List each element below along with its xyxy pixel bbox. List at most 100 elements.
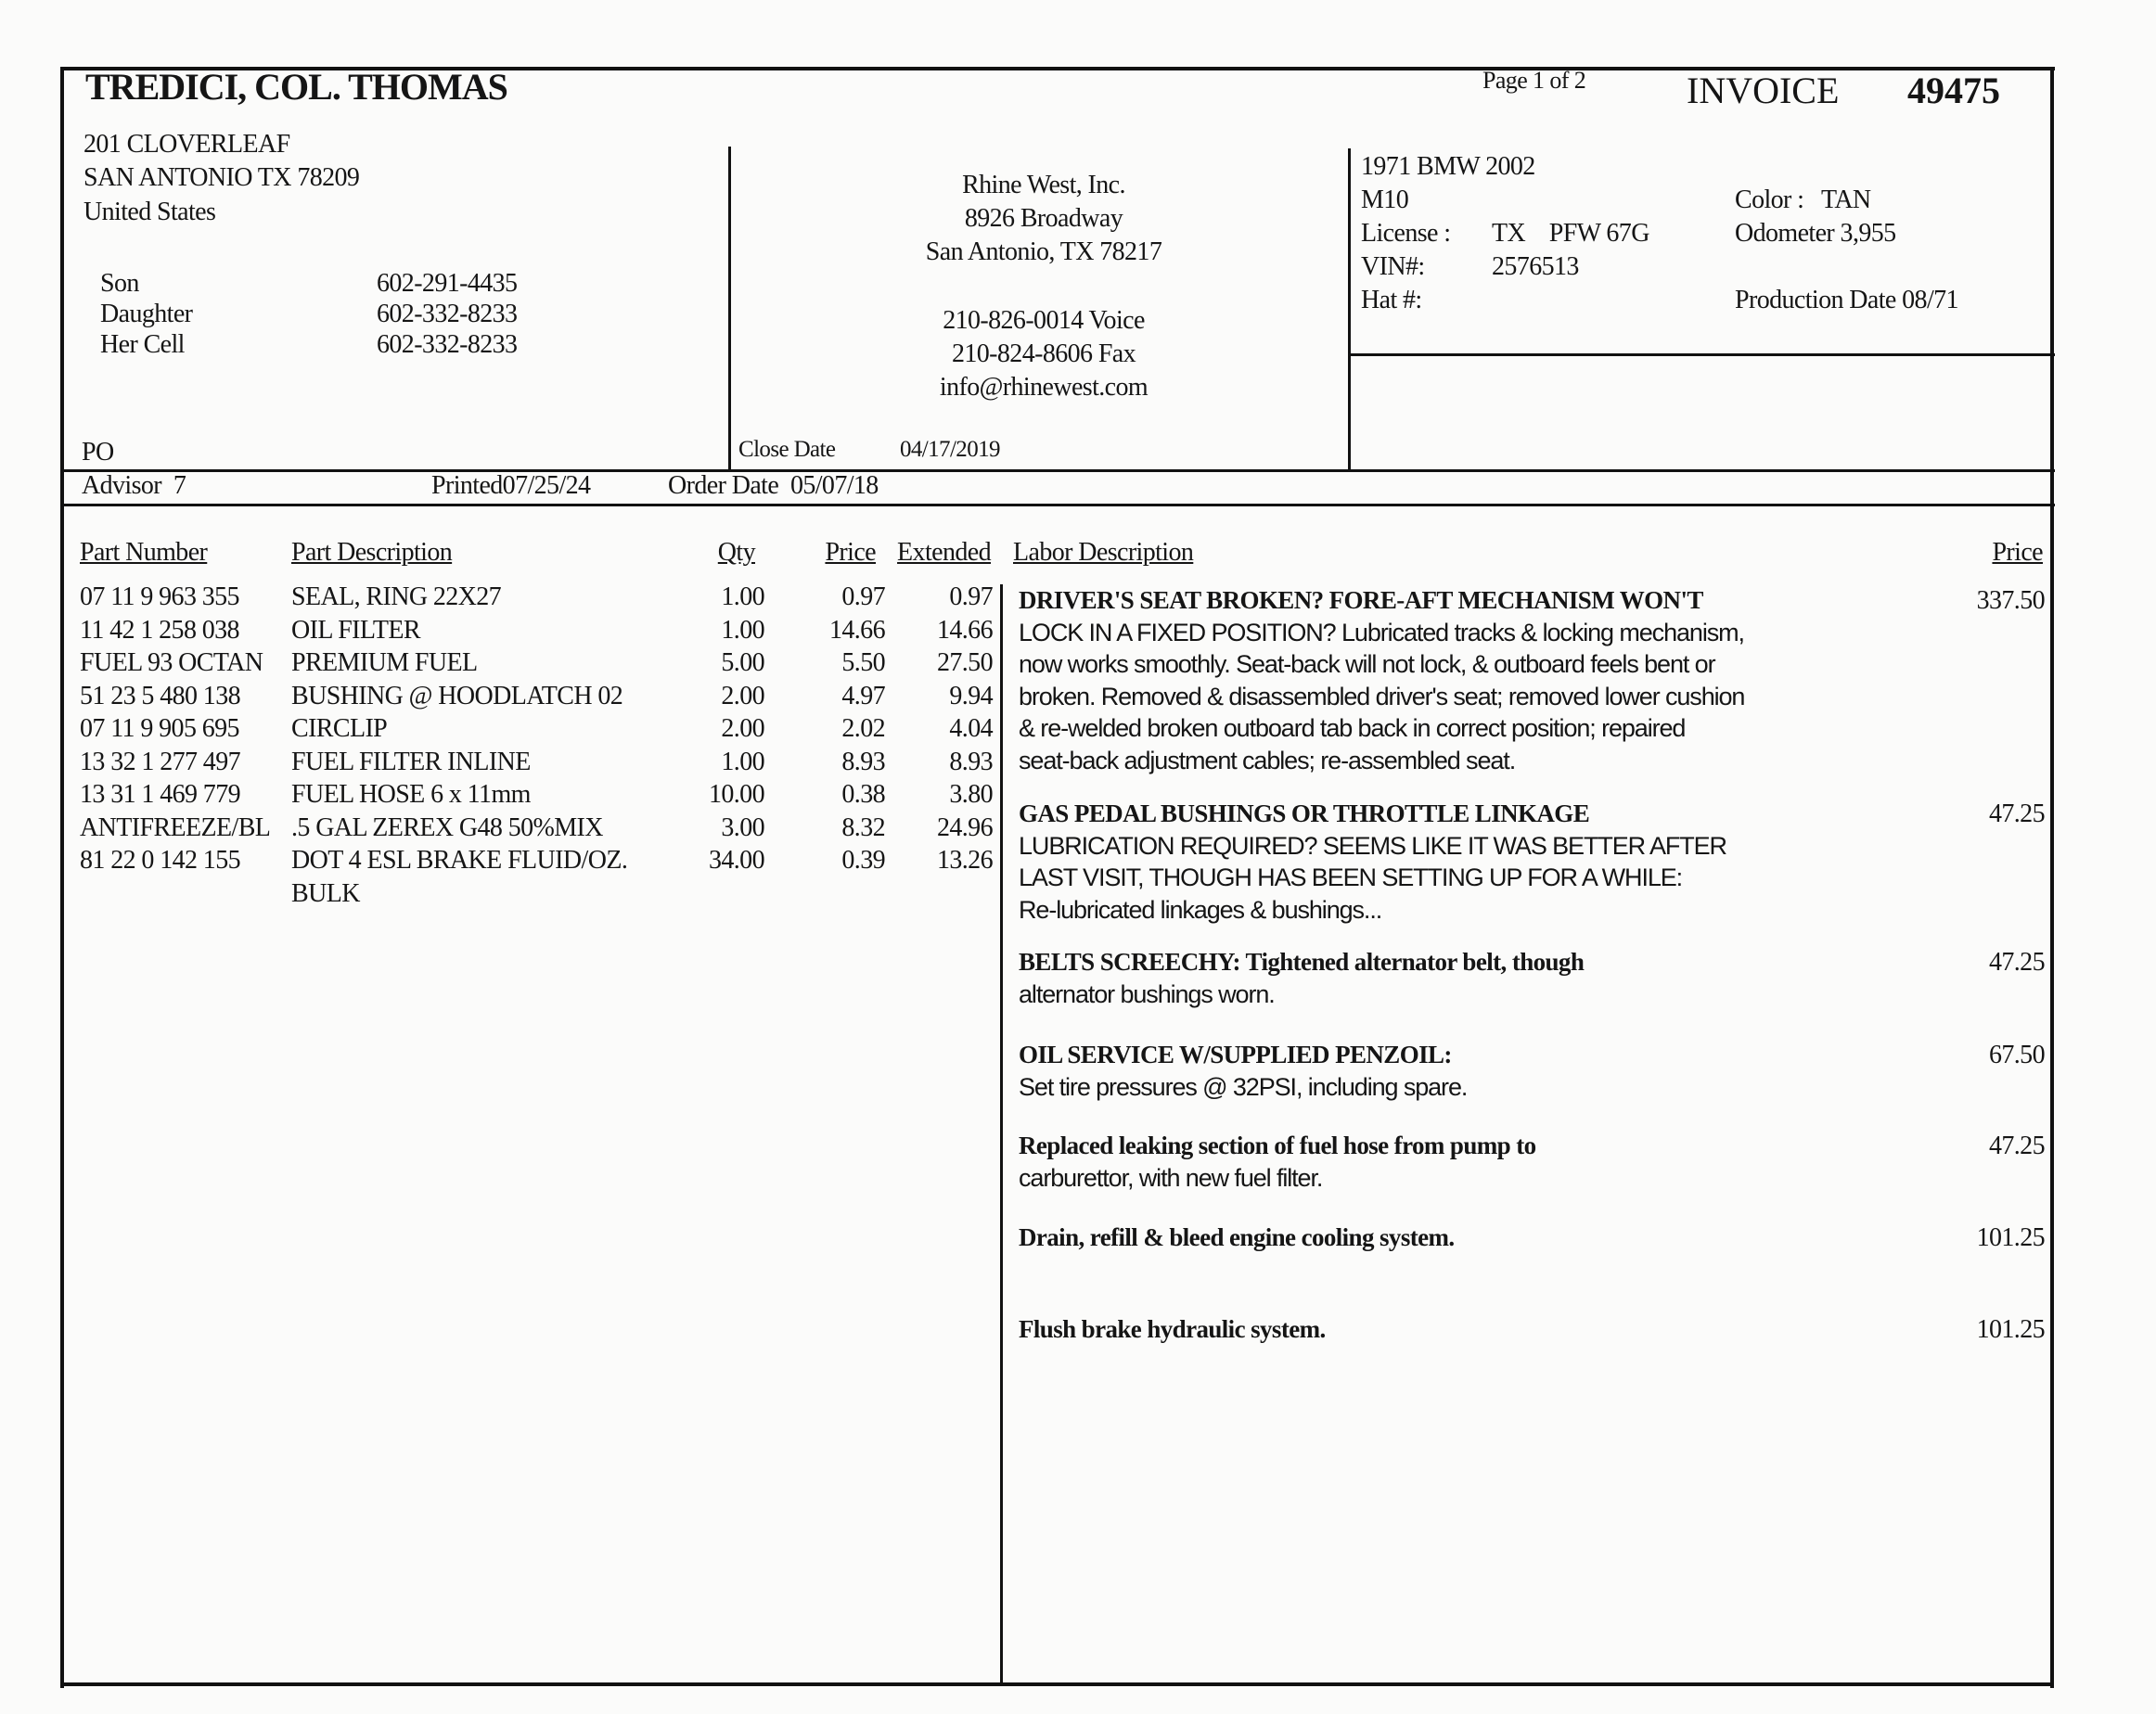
part-description: FUEL FILTER INLINE — [291, 747, 531, 776]
labor-price: 47.25 — [1988, 948, 2046, 977]
frame-right — [2050, 70, 2054, 1688]
part-extended: 27.50 — [936, 648, 994, 677]
labor-line: LOCK IN A FIXED POSITION? Lubricated tra… — [1019, 618, 1745, 646]
labor-line: Set tire pressures @ 32PSI, including sp… — [1019, 1072, 1468, 1101]
close-date: 04/17/2019 — [900, 437, 1001, 462]
production-date: Production Date 08/71 — [1735, 286, 1959, 314]
vehicle-color: Color : TAN — [1735, 185, 1871, 214]
labor-heading: DRIVER'S SEAT BROKEN? FORE-AFT MECHANISM… — [1019, 586, 1703, 614]
part-description: PREMIUM FUEL — [291, 648, 478, 677]
part-number: 07 11 9 905 695 — [80, 714, 240, 743]
part-number: 81 22 0 142 155 — [80, 846, 241, 875]
part-description: FUEL HOSE 6 x 11mm — [291, 780, 531, 809]
contact-label: Daughter — [100, 300, 193, 328]
customer-name: TREDICI, COL. THOMAS — [85, 66, 508, 108]
part-description: OIL FILTER — [291, 615, 421, 645]
contact-phone: 602-291-4435 — [377, 269, 518, 298]
part-qty: 2.00 — [721, 714, 764, 743]
advisor: Advisor 7 — [82, 471, 186, 500]
part-extended: 14.66 — [936, 615, 994, 645]
part-description: BULK — [291, 878, 360, 908]
labor-heading: Drain, refill & bleed engine cooling sys… — [1019, 1223, 1455, 1251]
part-extended: 24.96 — [936, 812, 994, 842]
contact-label: Son — [100, 269, 139, 298]
invoice-number: 49475 — [1907, 70, 2000, 111]
shop-voice: 210-826-0014 Voice — [943, 306, 1145, 335]
license-label: License : — [1361, 219, 1451, 248]
labor-line: carburettor, with new fuel filter. — [1019, 1163, 1323, 1192]
shop-divider — [728, 147, 731, 471]
order-date: Order Date 05/07/18 — [668, 471, 879, 500]
labor-price: 67.50 — [1988, 1041, 2046, 1069]
part-qty: 2.00 — [721, 681, 764, 710]
part-number: FUEL 93 OCTAN — [80, 648, 263, 677]
part-price: 4.97 — [841, 681, 885, 710]
labor-line: broken. Removed & disassembled driver's … — [1019, 682, 1745, 710]
part-description: DOT 4 ESL BRAKE FLUID/OZ. — [291, 846, 628, 875]
invoice-label: INVOICE — [1687, 70, 1840, 111]
shop-fax: 210-824-8606 Fax — [951, 339, 1136, 368]
part-extended: 13.26 — [936, 846, 994, 875]
shop-city: San Antonio, TX 78217 — [925, 237, 1162, 266]
part-extended: 9.94 — [949, 681, 993, 710]
vehicle-bottom-rule — [1350, 353, 2055, 356]
part-number: 13 32 1 277 497 — [80, 747, 241, 776]
part-extended: 3.80 — [949, 780, 993, 809]
part-price: 0.97 — [841, 582, 885, 611]
part-extended: 4.04 — [949, 714, 993, 743]
labor-line: alternator bushings worn. — [1019, 979, 1276, 1008]
part-description: .5 GAL ZEREX G48 50%MIX — [291, 812, 604, 842]
labor-price: 47.25 — [1988, 1132, 2046, 1160]
shop-email[interactable]: info@rhinewest.com — [939, 373, 1149, 402]
part-number: 13 31 1 469 779 — [80, 780, 241, 809]
vin-label: VIN#: — [1361, 252, 1425, 281]
part-qty: 10.00 — [708, 780, 765, 809]
labor-price: 337.50 — [1976, 586, 2046, 615]
close-date-label: Close Date — [738, 437, 836, 462]
labor-heading: OIL SERVICE W/SUPPLIED PENZOIL: — [1019, 1041, 1452, 1068]
customer-address-line: 201 CLOVERLEAF — [83, 130, 290, 159]
labor-price: 101.25 — [1976, 1223, 2046, 1252]
part-qty: 1.00 — [721, 615, 764, 645]
vehicle-model: 1971 BMW 2002 — [1361, 152, 1535, 181]
part-price: 8.93 — [841, 747, 885, 776]
part-extended: 0.97 — [949, 582, 993, 611]
frame-left — [60, 67, 64, 1688]
part-description: SEAL, RING 22X27 — [291, 582, 502, 611]
labor-heading: BELTS SCREECHY: Tightened alternator bel… — [1019, 948, 1585, 976]
parts-header-qty: Qty — [717, 538, 756, 567]
hat-label: Hat #: — [1361, 286, 1422, 314]
part-price: 14.66 — [828, 615, 886, 645]
part-price: 0.38 — [841, 780, 885, 809]
frame-top — [62, 67, 2055, 70]
part-qty: 5.00 — [721, 648, 764, 677]
part-description: CIRCLIP — [291, 714, 388, 743]
parts-header-price: Price — [825, 538, 876, 567]
part-qty: 3.00 — [721, 812, 764, 842]
labor-price: 101.25 — [1976, 1315, 2046, 1344]
parts-header-description: Part Description — [291, 538, 453, 567]
header-rule — [62, 469, 2055, 472]
labor-line: & re-welded broken outboard tab back in … — [1019, 714, 1686, 742]
parts-header-number: Part Number — [80, 538, 208, 567]
labor-header-description: Labor Description — [1013, 538, 1194, 567]
vehicle-engine: M10 — [1361, 185, 1409, 214]
customer-address-line: United States — [83, 198, 216, 226]
customer-address-line: SAN ANTONIO TX 78209 — [83, 163, 360, 192]
parts-header-extended: Extended — [897, 538, 992, 567]
part-qty: 1.00 — [721, 582, 764, 611]
part-number: 07 11 9 963 355 — [80, 582, 240, 611]
part-number: 51 23 5 480 138 — [80, 681, 241, 710]
meta-rule — [62, 504, 2055, 506]
vehicle-divider — [1348, 148, 1351, 471]
labor-line: LAST VISIT, THOUGH HAS BEEN SETTING UP F… — [1019, 863, 1683, 891]
part-number: 11 42 1 258 038 — [80, 615, 240, 645]
page-indicator: Page 1 of 2 — [1482, 67, 1586, 94]
shop-info: Rhine West, Inc. 8926 Broadway San Anton… — [835, 169, 1252, 404]
part-price: 8.32 — [841, 812, 885, 842]
contact-phone: 602-332-8233 — [377, 300, 518, 328]
part-price: 2.02 — [841, 714, 885, 743]
labor-price: 47.25 — [1988, 799, 2046, 828]
vehicle-odometer: Odometer 3,955 — [1735, 219, 1896, 248]
part-extended: 8.93 — [949, 747, 993, 776]
